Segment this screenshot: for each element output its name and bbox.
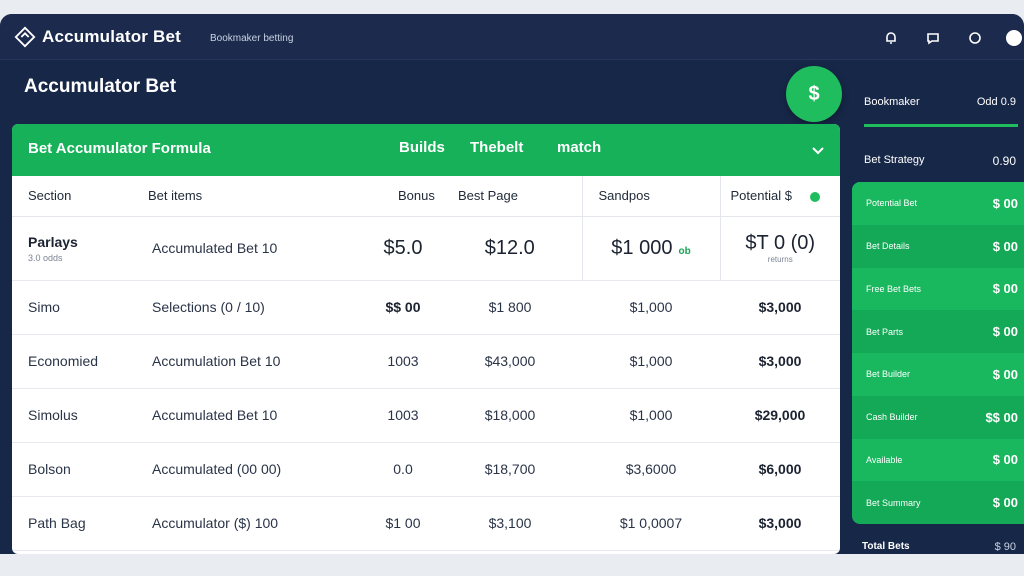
tab-thebelt[interactable]: Thebelt [470,139,524,156]
row-section: Economied [12,334,132,389]
sidebar-footer-value: $ 90 [994,541,1016,553]
sidebar-item[interactable]: Free Bet Bets $ 00 [852,267,1024,311]
top-bar: Accumulator Bet Bookmaker betting [0,14,1024,60]
top-icons [860,27,1024,49]
bet-table: Section Bet items Bonus Best Page Sandpo… [12,176,840,551]
row-potential: $3,000 [720,496,840,551]
bet-table-card: Bet Accumulator Formula Builds Thebelt m… [12,124,840,554]
table-row[interactable]: Parlays 3.0 odds Accumulated Bet 10 $5.0… [12,216,840,281]
col-bet-items: Bet items [132,176,368,217]
row-bonus: $1 00 [368,496,438,551]
row-potential: $T 0 (0) returns [719,216,840,281]
sidebar-header-value: Odd 0.9 [976,96,1016,108]
col-potential: Potential $ [719,176,840,217]
table-header-row: Section Bet items Bonus Best Page Sandpo… [12,176,840,217]
row-best: $3,100 [438,496,582,551]
row-item: Accumulation Bet 10 [132,334,368,389]
dollar-action-button[interactable]: $ [786,66,842,122]
row-section: Path Bag [12,496,132,551]
tab-match[interactable]: match [557,139,602,156]
row-bonus: 1003 [368,388,438,443]
chevron-down-icon[interactable] [810,142,826,158]
row-sandpos: $1 000 ob [581,216,720,281]
row-sandpos: $1,000 [582,388,720,443]
row-bonus: $$ 00 [368,280,438,335]
sidebar-item[interactable]: Bet Builder $ 00 [852,353,1024,396]
col-section: Section [12,176,132,217]
row-potential: $3,000 [720,334,840,389]
sidebar-item[interactable]: Cash Builder $$ 00 [866,409,1018,425]
row-best: $43,000 [438,334,582,389]
bell-icon[interactable] [880,27,902,49]
sidebar-item[interactable]: Potential Bet $ 00 [852,182,1024,225]
row-sandpos: $3,6000 [582,442,720,497]
app-subtitle: Bookmaker betting [210,33,294,44]
table-row[interactable]: Bolson Accumulated (00 00) 0.0 $18,700 $… [12,442,840,497]
row-section: Simo [12,280,132,335]
sidebar-sub-value: 0.90 [992,154,1016,168]
row-best: $1 800 [438,280,582,335]
card-title: Bet Accumulator Formula [28,140,211,157]
sidebar-item[interactable]: Bet Details $ 00 [866,238,1018,254]
tab-builds[interactable]: Builds [399,139,445,156]
row-potential: $6,000 [720,442,840,497]
app-window: Accumulator Bet Bookmaker betting Accumu… [0,14,1024,554]
table-row[interactable]: Economied Accumulation Bet 10 1003 $43,0… [12,334,840,389]
user-icon[interactable] [964,27,986,49]
sidebar-item[interactable]: Available $ 00 [852,438,1024,482]
sidebar-panel: Potential Bet $ 00 Bet Details $ 00 Free B… [852,182,1024,524]
table-row[interactable]: Simolus Accumulated Bet 10 1003 $18,000 … [12,388,840,443]
row-potential: $3,000 [720,280,840,335]
row-section: Simolus [12,388,132,443]
card-header: Bet Accumulator Formula Builds Thebelt m… [12,124,840,176]
row-sandpos: $1,000 [582,334,720,389]
message-icon[interactable] [922,27,944,49]
row-item: Accumulated (00 00) [132,442,368,497]
row-sandpos: $1 0,0007 [582,496,720,551]
row-section: Bolson [12,442,132,497]
row-item: Selections (0 / 10) [132,280,368,335]
profile-icon[interactable] [1006,30,1022,46]
row-bonus: 0.0 [368,442,438,497]
row-item: Accumulator ($) 100 [132,496,368,551]
row-potential: $29,000 [720,388,840,443]
row-bonus: $5.0 [368,216,438,281]
row-best: $12.0 [438,216,582,281]
col-sandpos: Sandpos [581,176,720,217]
col-best-page: Best Page [438,176,582,217]
sidebar-divider [864,124,1018,127]
row-item: Accumulated Bet 10 [132,216,368,281]
brand[interactable]: Accumulator Bet [14,26,181,48]
sidebar-item[interactable]: Bet Summary $ 00 [866,495,1018,511]
col-bonus: Bonus [368,176,438,217]
status-dot-icon [809,191,820,202]
sidebar-sub-label: Bet Strategy [864,154,925,166]
page-title: Accumulator Bet [24,76,177,97]
sidebar-header-label: Bookmaker [864,96,920,108]
row-bonus: 1003 [368,334,438,389]
row-best: $18,000 [438,388,582,443]
sidebar-item[interactable]: Bet Parts $ 00 [866,324,1018,340]
table-row[interactable]: Simo Selections (0 / 10) $$ 00 $1 800 $1… [12,280,840,335]
row-item: Accumulated Bet 10 [132,388,368,443]
sidebar-footer-label: Total Bets [862,541,910,552]
table-row[interactable]: Path Bag Accumulator ($) 100 $1 00 $3,10… [12,496,840,551]
app-title: Accumulator Bet [42,27,182,46]
row-sandpos: $1,000 [582,280,720,335]
row-best: $18,700 [438,442,582,497]
diamond-logo-icon [14,26,36,48]
row-section: Parlays 3.0 odds [12,216,132,281]
